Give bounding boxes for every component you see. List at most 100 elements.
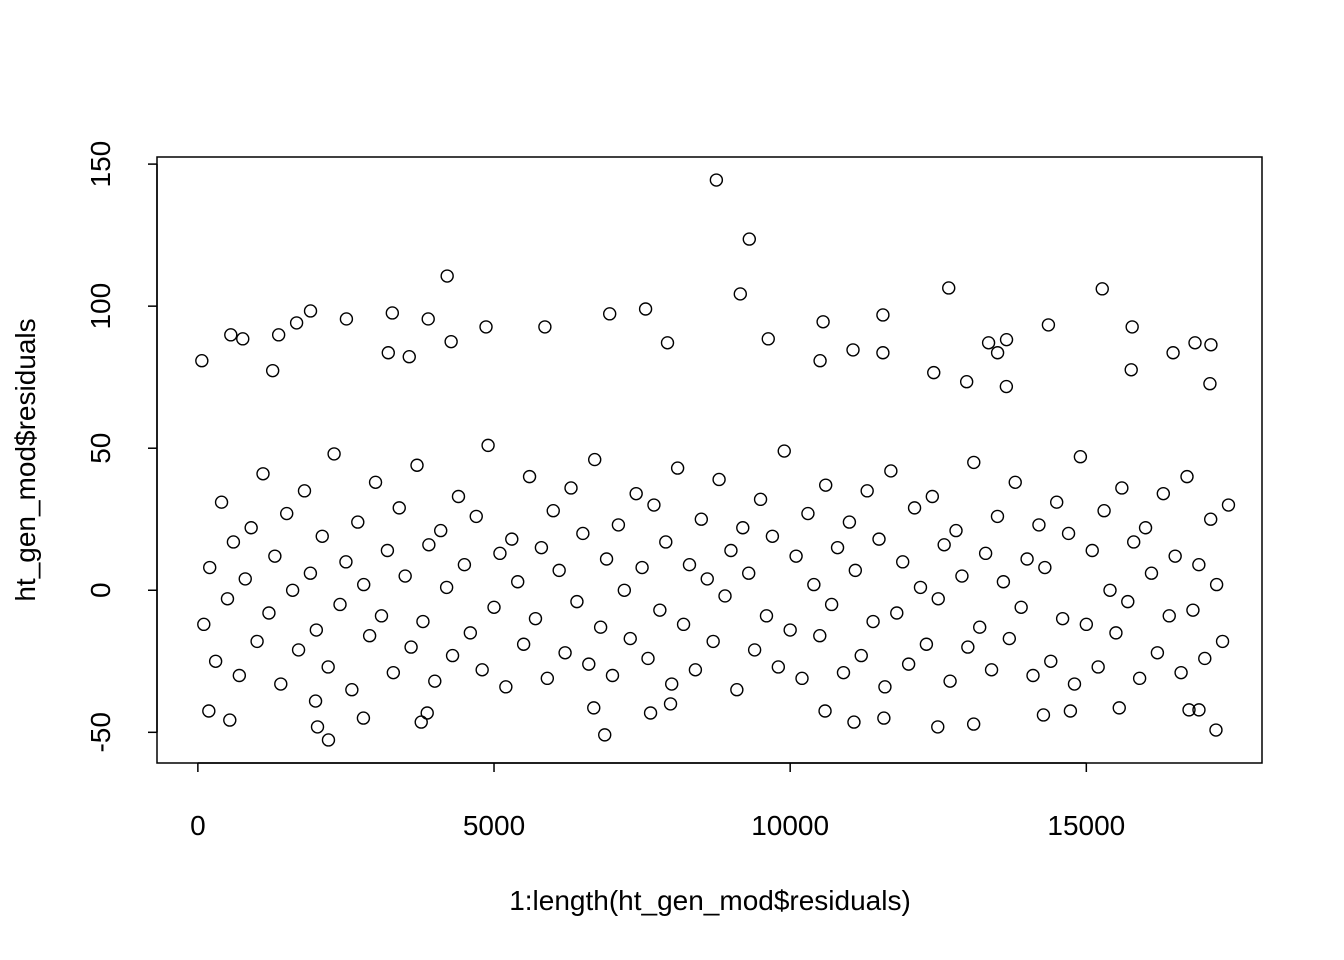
point — [1041, 318, 1056, 332]
point — [1132, 671, 1147, 686]
point — [244, 521, 258, 535]
point — [309, 623, 324, 637]
point — [999, 332, 1014, 347]
point — [819, 478, 833, 492]
point — [475, 663, 489, 677]
x-tick-label: 10000 — [751, 810, 829, 841]
point — [310, 720, 325, 734]
point — [214, 495, 229, 509]
point — [505, 532, 519, 546]
point — [1032, 518, 1046, 532]
y-tick-label: 50 — [85, 433, 116, 464]
point — [576, 526, 590, 541]
point — [1192, 703, 1206, 717]
point — [374, 609, 389, 623]
point — [919, 637, 934, 651]
y-axis-label: ht_gen_mod$residuals — [10, 318, 41, 601]
point — [984, 663, 999, 677]
point — [801, 506, 815, 521]
point — [872, 532, 886, 546]
point — [357, 577, 371, 592]
point — [1050, 495, 1064, 509]
point — [663, 697, 678, 711]
point — [1221, 498, 1236, 512]
point — [303, 566, 318, 580]
point — [1026, 668, 1040, 683]
point — [647, 498, 661, 512]
point — [876, 346, 890, 360]
point — [345, 683, 359, 697]
point — [1198, 651, 1212, 666]
point — [434, 523, 448, 538]
point — [339, 312, 354, 326]
point — [499, 680, 513, 694]
point — [1215, 634, 1230, 649]
point — [208, 654, 223, 668]
point — [582, 657, 596, 671]
point — [747, 643, 762, 657]
point — [414, 715, 428, 729]
point — [653, 603, 667, 617]
point — [1109, 626, 1123, 640]
point — [386, 665, 401, 680]
point — [1125, 320, 1139, 334]
point — [223, 713, 237, 727]
point — [1166, 346, 1180, 360]
point — [866, 614, 880, 629]
point — [598, 728, 612, 742]
point — [973, 620, 987, 634]
point — [421, 312, 435, 326]
point — [457, 557, 472, 572]
point — [1008, 475, 1022, 490]
point — [955, 569, 969, 583]
point — [439, 580, 454, 595]
point — [1055, 611, 1070, 626]
y-tick-label: 150 — [85, 141, 116, 188]
point — [487, 600, 501, 615]
point — [232, 668, 247, 683]
point — [303, 304, 318, 318]
point — [1044, 654, 1058, 668]
point — [724, 543, 738, 558]
point — [629, 486, 643, 501]
point — [1103, 583, 1117, 597]
point — [848, 563, 863, 578]
point — [736, 521, 750, 535]
point — [925, 489, 940, 504]
point — [469, 509, 483, 524]
point — [271, 328, 286, 342]
point — [1156, 486, 1171, 501]
point — [587, 701, 601, 715]
point — [807, 577, 821, 592]
point — [847, 715, 861, 729]
point — [481, 438, 495, 453]
point — [1182, 703, 1196, 717]
point — [392, 501, 406, 515]
point — [1067, 677, 1082, 691]
point — [830, 540, 845, 555]
point — [718, 589, 732, 603]
point — [479, 320, 493, 334]
point — [416, 614, 430, 629]
point — [753, 492, 768, 507]
point — [1209, 577, 1224, 592]
point — [824, 597, 839, 612]
point — [420, 706, 434, 720]
point — [816, 315, 830, 329]
point — [385, 306, 400, 320]
point — [1186, 603, 1200, 617]
point — [593, 620, 608, 634]
point — [978, 546, 993, 561]
point — [381, 346, 395, 360]
x-tick-label: 15000 — [1047, 810, 1125, 841]
x-axis-label: 1:length(ht_gen_mod$residuals) — [509, 885, 911, 916]
point — [265, 363, 280, 378]
point — [777, 444, 791, 458]
point — [428, 674, 442, 688]
point — [927, 365, 941, 380]
point — [765, 529, 780, 543]
point — [1162, 609, 1176, 623]
point — [876, 308, 890, 322]
point — [256, 467, 270, 481]
y-tick-label: 0 — [85, 582, 116, 598]
